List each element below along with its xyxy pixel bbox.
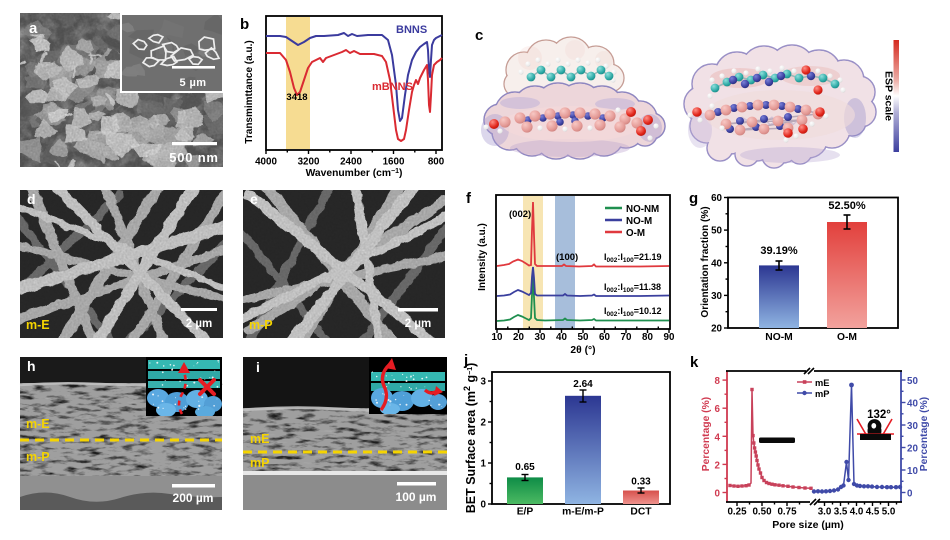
svg-text:0.33: 0.33 bbox=[631, 477, 651, 488]
svg-text:800: 800 bbox=[428, 157, 445, 168]
svg-text:3.0: 3.0 bbox=[818, 507, 832, 518]
svg-text:200 µm: 200 µm bbox=[173, 491, 214, 505]
svg-text:m-P: m-P bbox=[26, 450, 50, 464]
svg-text:mP: mP bbox=[815, 389, 829, 399]
svg-text:30: 30 bbox=[711, 291, 722, 302]
svg-text:g: g bbox=[689, 190, 698, 207]
svg-text:b: b bbox=[240, 16, 249, 33]
svg-text:(100): (100) bbox=[556, 252, 578, 263]
svg-text:h: h bbox=[27, 358, 36, 374]
svg-text:1600: 1600 bbox=[383, 157, 405, 168]
svg-text:BET Surface area (m2 g−1): BET Surface area (m2 g−1) bbox=[462, 363, 478, 514]
svg-text:4000: 4000 bbox=[255, 157, 277, 168]
svg-text:I002:I100=10.12: I002:I100=10.12 bbox=[604, 306, 662, 318]
svg-text:O-M: O-M bbox=[626, 228, 645, 239]
svg-text:5.0: 5.0 bbox=[882, 507, 896, 518]
svg-text:50: 50 bbox=[711, 226, 722, 237]
svg-text:NO-NM: NO-NM bbox=[626, 204, 659, 215]
svg-text:2.64: 2.64 bbox=[573, 379, 593, 390]
svg-text:5 µm: 5 µm bbox=[180, 77, 207, 89]
svg-text:e: e bbox=[250, 191, 258, 207]
svg-text:4: 4 bbox=[715, 432, 721, 443]
svg-text:NO-M: NO-M bbox=[626, 216, 652, 227]
svg-text:60: 60 bbox=[599, 332, 610, 343]
svg-text:2θ (°): 2θ (°) bbox=[570, 345, 595, 356]
svg-text:i: i bbox=[256, 359, 260, 375]
svg-text:39.19%: 39.19% bbox=[760, 245, 798, 257]
svg-text:80: 80 bbox=[642, 332, 653, 343]
svg-text:2400: 2400 bbox=[340, 157, 362, 168]
svg-text:8: 8 bbox=[715, 376, 721, 387]
svg-text:500 nm: 500 nm bbox=[169, 150, 219, 165]
svg-text:3200: 3200 bbox=[298, 157, 320, 168]
svg-text:40: 40 bbox=[556, 332, 567, 343]
svg-text:c: c bbox=[475, 27, 483, 44]
svg-text:f: f bbox=[466, 190, 472, 207]
svg-text:10: 10 bbox=[492, 332, 503, 343]
svg-text:50: 50 bbox=[907, 376, 918, 387]
svg-text:10: 10 bbox=[907, 466, 918, 477]
svg-text:0.65: 0.65 bbox=[515, 462, 535, 473]
svg-text:(002): (002) bbox=[509, 209, 531, 220]
svg-text:O-M: O-M bbox=[837, 332, 857, 343]
svg-text:ESP scale: ESP scale bbox=[883, 71, 895, 121]
svg-text:4.5: 4.5 bbox=[866, 507, 880, 518]
svg-text:3418: 3418 bbox=[286, 92, 307, 103]
svg-text:20: 20 bbox=[513, 332, 524, 343]
svg-text:mBNNS: mBNNS bbox=[372, 81, 413, 93]
svg-text:I002:I100=11.38: I002:I100=11.38 bbox=[604, 282, 661, 294]
svg-text:Pore size (µm): Pore size (µm) bbox=[772, 519, 843, 531]
svg-text:2 µm: 2 µm bbox=[405, 318, 431, 330]
svg-text:m-E: m-E bbox=[26, 318, 50, 332]
svg-text:Wavenumber (cm−1): Wavenumber (cm−1) bbox=[306, 168, 403, 180]
svg-text:20: 20 bbox=[907, 444, 918, 455]
svg-text:0: 0 bbox=[715, 489, 721, 500]
svg-text:BNNS: BNNS bbox=[396, 24, 427, 36]
svg-text:2: 2 bbox=[481, 418, 487, 429]
svg-text:30: 30 bbox=[907, 421, 918, 432]
svg-text:6: 6 bbox=[715, 404, 721, 415]
svg-text:70: 70 bbox=[621, 332, 632, 343]
svg-text:mE: mE bbox=[250, 432, 269, 446]
svg-text:mP: mP bbox=[250, 456, 269, 470]
svg-text:0.25: 0.25 bbox=[727, 507, 747, 518]
svg-text:132°: 132° bbox=[867, 409, 891, 421]
svg-text:m-E: m-E bbox=[26, 417, 50, 431]
svg-text:m-P: m-P bbox=[249, 318, 273, 332]
svg-text:Intensity (a.u.): Intensity (a.u.) bbox=[477, 223, 488, 291]
svg-text:2: 2 bbox=[715, 460, 721, 471]
svg-text:I002:I100=21.19: I002:I100=21.19 bbox=[604, 252, 662, 264]
svg-text:50: 50 bbox=[578, 332, 589, 343]
svg-text:3.5: 3.5 bbox=[834, 507, 848, 518]
svg-text:mE: mE bbox=[815, 378, 829, 388]
svg-text:a: a bbox=[29, 20, 38, 37]
svg-text:d: d bbox=[27, 191, 36, 207]
svg-text:60: 60 bbox=[711, 193, 722, 204]
svg-text:20: 20 bbox=[711, 324, 722, 335]
svg-text:90: 90 bbox=[664, 332, 675, 343]
svg-text:2 µm: 2 µm bbox=[186, 318, 212, 330]
svg-text:Percentage (%): Percentage (%) bbox=[919, 397, 930, 471]
svg-text:E/P: E/P bbox=[517, 507, 534, 518]
svg-text:Transmimttance (a.u.): Transmimttance (a.u.) bbox=[244, 40, 255, 143]
svg-text:NO-M: NO-M bbox=[765, 332, 792, 343]
svg-text:30: 30 bbox=[535, 332, 546, 343]
svg-text:0.50: 0.50 bbox=[752, 507, 772, 518]
svg-text:0.75: 0.75 bbox=[777, 507, 797, 518]
svg-text:0: 0 bbox=[907, 489, 913, 500]
svg-text:4.0: 4.0 bbox=[850, 507, 864, 518]
svg-text:m-E/m-P: m-E/m-P bbox=[562, 507, 604, 518]
svg-text:DCT: DCT bbox=[630, 507, 652, 518]
svg-text:j: j bbox=[463, 352, 468, 369]
svg-text:52.50%: 52.50% bbox=[828, 200, 866, 212]
svg-text:Percentage (%): Percentage (%) bbox=[701, 397, 712, 471]
svg-text:k: k bbox=[690, 354, 699, 371]
svg-text:100 µm: 100 µm bbox=[396, 490, 437, 504]
svg-text:0: 0 bbox=[481, 500, 487, 511]
svg-text:40: 40 bbox=[711, 258, 722, 269]
svg-text:3: 3 bbox=[481, 377, 487, 388]
svg-text:40: 40 bbox=[907, 399, 918, 410]
svg-text:Orientation fraction (%): Orientation fraction (%) bbox=[700, 206, 711, 317]
svg-text:1: 1 bbox=[481, 459, 487, 470]
